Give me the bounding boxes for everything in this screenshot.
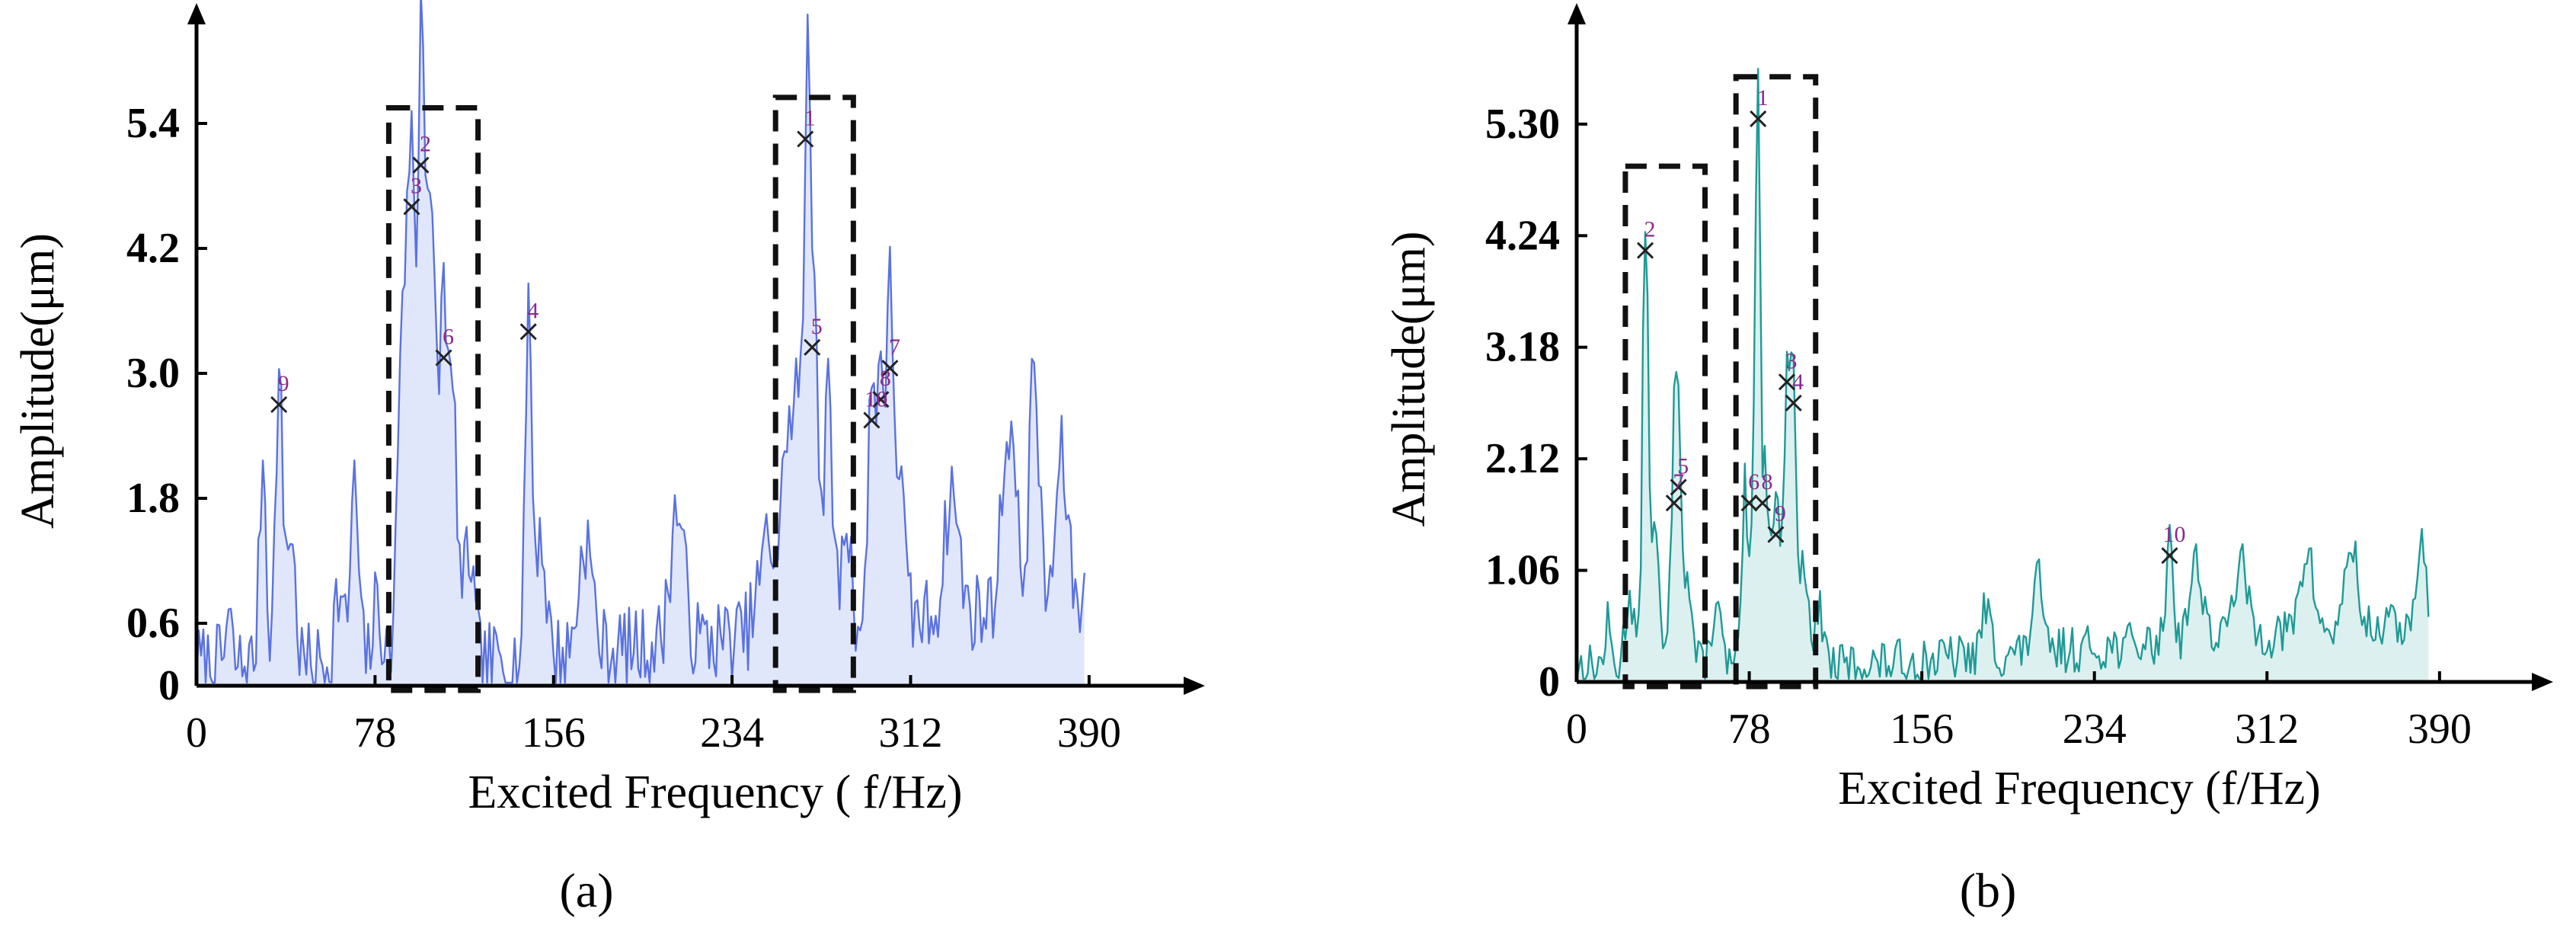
peak-label: 6 — [443, 325, 454, 350]
peak-marker — [412, 156, 430, 174]
peak-label: 10 — [2162, 522, 2185, 547]
peak-marker — [1740, 495, 1758, 512]
peak-label: 5 — [811, 314, 823, 339]
x-tick-label: 78 — [1728, 706, 1771, 753]
y-tick-label: 1.06 — [1485, 547, 1560, 594]
peak-label: 2 — [420, 132, 431, 157]
peak-label: 3 — [1785, 348, 1797, 373]
peak-label: 8 — [880, 366, 891, 391]
x-tick-label: 312 — [878, 709, 942, 757]
peak-marker — [1785, 394, 1802, 412]
x-tick-label: 234 — [2063, 706, 2127, 753]
peak-marker — [804, 338, 821, 356]
x-tick-label: 156 — [522, 709, 586, 757]
peak-marker — [270, 395, 288, 414]
y-tick-label: 3.18 — [1485, 324, 1560, 371]
y-tick-label: 5.30 — [1485, 101, 1560, 148]
y-tick-label: 0 — [1539, 658, 1560, 706]
peak-marker — [1636, 242, 1654, 259]
peak-marker — [863, 411, 881, 429]
y-tick-label: 0 — [158, 662, 180, 709]
peak-label: 4 — [1792, 370, 1804, 395]
peak-marker — [881, 360, 899, 377]
peak-label: 8 — [1762, 469, 1773, 495]
y-tick-label: 4.24 — [1485, 212, 1560, 259]
x-axis-arrow — [1184, 677, 1205, 695]
y-axis-arrow — [1568, 3, 1586, 24]
peak-marker — [1778, 373, 1796, 391]
signal-line — [195, 0, 1085, 684]
x-tick-label: 78 — [353, 709, 396, 757]
signal-fill — [197, 0, 1085, 686]
x-tick-label: 234 — [700, 709, 764, 757]
peak-label: 5 — [1677, 453, 1689, 479]
x-tick-label: 390 — [2408, 706, 2472, 753]
x-axis-arrow — [2532, 673, 2553, 691]
x-tick-label: 0 — [1566, 706, 1587, 753]
peak-marker — [519, 323, 537, 341]
x-tick-label: 0 — [186, 709, 207, 757]
peak-label: 3 — [411, 173, 422, 198]
peak-marker — [1670, 479, 1687, 496]
y-axis-arrow — [187, 3, 206, 24]
panel-label-b: (b) — [1960, 863, 2017, 917]
peak-marker — [403, 198, 420, 216]
peak-marker — [2161, 547, 2178, 565]
x-axis-label: Excited Frequency (f/Hz) — [1838, 763, 2321, 815]
x-tick-label: 156 — [1890, 706, 1954, 753]
signal-fill — [1577, 69, 2429, 683]
peak-label: 6 — [1748, 469, 1759, 495]
y-tick-label: 1.8 — [126, 475, 180, 522]
y-tick-label: 0.6 — [126, 600, 180, 647]
peak-label: 7 — [889, 334, 900, 360]
x-axis-label: Excited Frequency ( f/Hz) — [468, 767, 962, 818]
x-tick-label: 312 — [2235, 706, 2299, 753]
peak-label: 4 — [527, 298, 539, 323]
peak-marker — [435, 349, 452, 366]
peak-marker — [1665, 495, 1683, 512]
peak-label: 10 — [865, 387, 887, 412]
peak-label: 9 — [278, 371, 289, 396]
signal-line — [1575, 68, 2430, 680]
peak-label: 1 — [804, 106, 816, 131]
y-tick-label: 4.2 — [126, 225, 180, 272]
y-tick-label: 3.0 — [126, 350, 180, 397]
panel-label-a: (a) — [559, 863, 613, 917]
peak-marker — [1753, 495, 1772, 512]
chart-panel-b: 0 78 156 234 312 39001.062.123.184.245.30Exci… — [1383, 3, 2553, 815]
peak-label: 1 — [1757, 85, 1769, 110]
peak-label: 2 — [1644, 217, 1656, 242]
x-tick-label: 390 — [1057, 709, 1121, 757]
peak-marker — [797, 130, 814, 148]
peak-label: 9 — [1775, 501, 1786, 527]
peak-marker — [1750, 110, 1767, 128]
dashed-box-1 — [1622, 163, 1708, 690]
y-tick-label: 5.4 — [126, 100, 180, 147]
y-axis-label: Amplitude(μm) — [1383, 232, 1435, 527]
dashed-box-2 — [772, 94, 856, 693]
dashed-box-2 — [1733, 74, 1819, 690]
y-tick-label: 2.12 — [1485, 435, 1560, 482]
dashed-box-1 — [385, 105, 481, 693]
peak-marker — [1767, 526, 1785, 543]
peak-marker — [872, 391, 890, 408]
peak-label: 7 — [1673, 469, 1684, 495]
y-axis-label: Amplitude(μm) — [12, 233, 64, 529]
